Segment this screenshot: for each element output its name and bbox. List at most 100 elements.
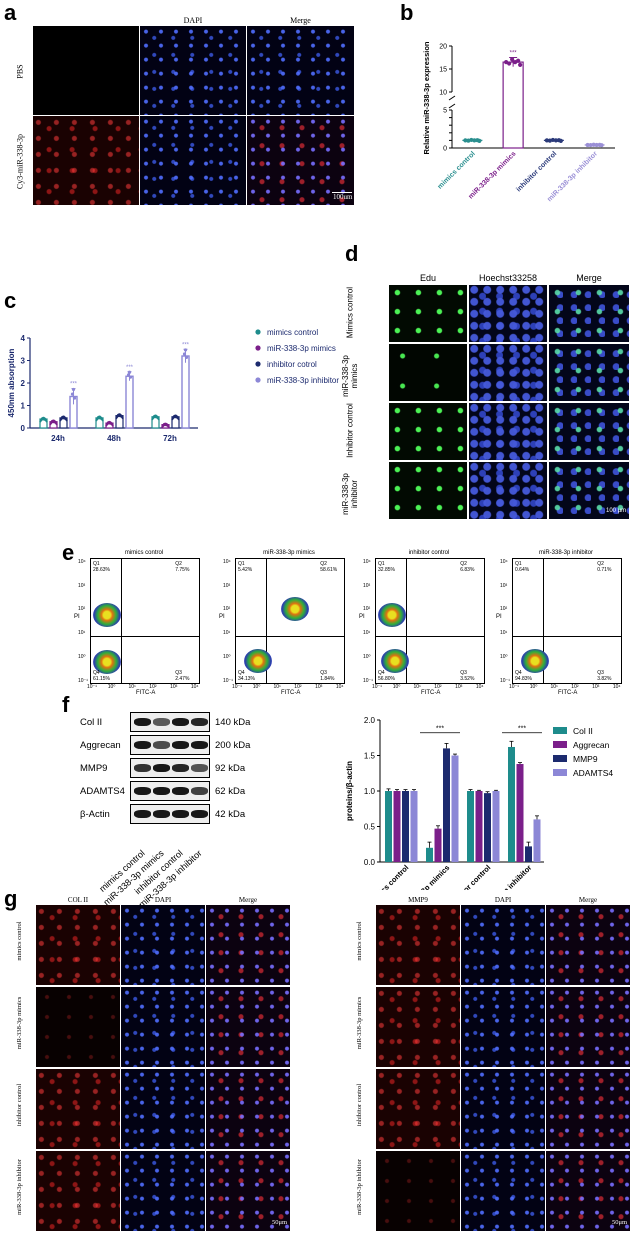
g-right-image — [546, 987, 630, 1067]
c-point — [183, 348, 188, 352]
panel-d-row-label: Mimics control — [345, 286, 355, 338]
c-point — [126, 373, 131, 377]
e-ytick-label: 10² — [500, 606, 508, 613]
e-xtick-label: 10³ — [315, 684, 323, 690]
b-point — [463, 138, 468, 143]
e-q1-value: 5.42% — [238, 567, 253, 573]
b-point — [516, 58, 521, 63]
e-density-cluster — [93, 602, 122, 627]
e-gate-vertical — [543, 559, 545, 683]
panel-a-pbs-merge-image — [247, 26, 354, 115]
c-point — [184, 355, 189, 359]
e-ytick-label: 10⁰ — [223, 654, 231, 661]
e-ytick-label: 10⁻¹ — [223, 678, 233, 684]
c-legend-marker — [255, 361, 261, 367]
e-xtick-label: 10³ — [592, 684, 600, 690]
b-point — [553, 138, 558, 143]
e-gate-vertical — [121, 559, 123, 683]
e-ytick-label: 10⁰ — [78, 654, 86, 661]
e-q4-label: Q4 — [238, 670, 245, 676]
g-right-image — [461, 1069, 545, 1149]
panel-a-pbs-dapi-image — [140, 26, 246, 115]
panel-a-scale-bar: 100um — [333, 193, 353, 201]
f-blot-band — [153, 810, 170, 818]
e-ytick-label: 10⁴ — [500, 558, 508, 565]
g-left-row-label: miR-338-3p mimics — [16, 996, 23, 1050]
c-point — [163, 422, 168, 426]
e-q2-value: 58.61% — [320, 567, 338, 573]
c-ytick-label: 3 — [21, 357, 26, 366]
e-q1-label: Q1 — [515, 561, 522, 567]
c-ytick-label: 2 — [21, 379, 26, 388]
e-plot-title: inhibitor control — [408, 550, 450, 556]
e-ytick-label: 10³ — [78, 582, 86, 589]
e-xlabel: FITC-A — [558, 690, 578, 696]
panel-d-image — [389, 403, 467, 460]
e-ytick-label: 10⁴ — [78, 558, 86, 565]
e-ylabel: PI — [219, 613, 225, 620]
panel-d-image — [549, 344, 629, 401]
f-blot-band — [153, 741, 170, 749]
f-blot-band — [191, 810, 208, 818]
e-q2-value: 7.75% — [175, 567, 190, 573]
f-bar — [525, 846, 532, 862]
c-legend-marker — [255, 345, 261, 351]
e-xtick-label: 10³ — [455, 684, 463, 690]
f-significance: *** — [436, 726, 444, 733]
e-ytick-label: 10³ — [223, 582, 231, 589]
e-plot-title: mimics control — [124, 550, 164, 556]
f-blot-protein-label: MMP9 — [80, 763, 108, 774]
c-legend-marker — [255, 377, 261, 383]
c-xtick-label: 48h — [107, 434, 121, 443]
panel-a-col-merge: Merge — [290, 16, 311, 25]
f-legend-label: ADAMTS4 — [573, 768, 613, 778]
e-xtick-label: 10² — [571, 684, 579, 690]
f-legend-swatch — [553, 727, 567, 734]
c-point — [41, 416, 46, 420]
f-blot-protein-label: β-Actin — [80, 809, 110, 820]
panel-d-image — [549, 462, 629, 519]
e-flow-plot: Q1 5.42% Q2 58.61% Q4 34.13% Q3 1.84% — [235, 558, 345, 684]
b-ytick-label: 20 — [439, 44, 447, 51]
panel-a-cy3-dapi-image — [140, 116, 246, 205]
c-xtick-label: 72h — [163, 434, 177, 443]
c-bar — [125, 375, 134, 429]
c-point — [61, 415, 66, 419]
e-q4-value: 94.83% — [515, 676, 532, 682]
e-q4-label: Q4 — [515, 670, 522, 676]
panel-d-col-hoechst: Hoechst33258 — [478, 273, 538, 283]
f-legend-swatch — [553, 755, 567, 762]
e-flow-plot: Q1 32.85% Q2 6.83% Q4 56.80% Q3 3.52% — [375, 558, 485, 684]
b-point — [594, 142, 599, 148]
g-left-image — [121, 1069, 205, 1149]
f-blot-protein-label: ADAMTS4 — [80, 786, 125, 797]
g-right-image — [376, 905, 460, 985]
f-ytick-label: 2.0 — [364, 716, 376, 725]
c-point — [70, 392, 75, 396]
f-blot-band — [153, 718, 170, 726]
e-xtick-label: 10⁻¹ — [372, 684, 382, 690]
c-legend-label: mimics control — [267, 328, 318, 337]
c-point — [71, 387, 76, 392]
e-q2-label: Q2 — [320, 561, 327, 567]
f-blot-strip — [130, 804, 210, 824]
c-point — [97, 415, 102, 419]
c-legend-label: inhibitor cotrol — [267, 360, 317, 369]
g-right-image — [546, 1151, 630, 1231]
c-significance: *** — [70, 382, 78, 388]
e-q4-label: Q4 — [93, 670, 100, 676]
e-density-cluster — [281, 596, 310, 621]
b-point — [477, 138, 482, 143]
e-xtick-label: 10² — [149, 684, 157, 690]
e-ytick-label: 10⁴ — [223, 558, 231, 565]
panel-d-image — [389, 462, 467, 519]
e-ylabel: PI — [74, 613, 80, 620]
f-ytick-label: 0.5 — [364, 823, 376, 832]
f-blot-band — [172, 718, 189, 726]
b-ytick-label: 10 — [439, 90, 447, 97]
panel-b-chart: 0 5 10 15 20 Relative miR-338-3p expression mi… — [422, 41, 615, 203]
g-left-col-label: Merge — [238, 896, 258, 904]
f-bar — [475, 791, 483, 862]
b-point — [518, 62, 523, 67]
f-blot-size-label: 62 kDa — [215, 786, 246, 797]
